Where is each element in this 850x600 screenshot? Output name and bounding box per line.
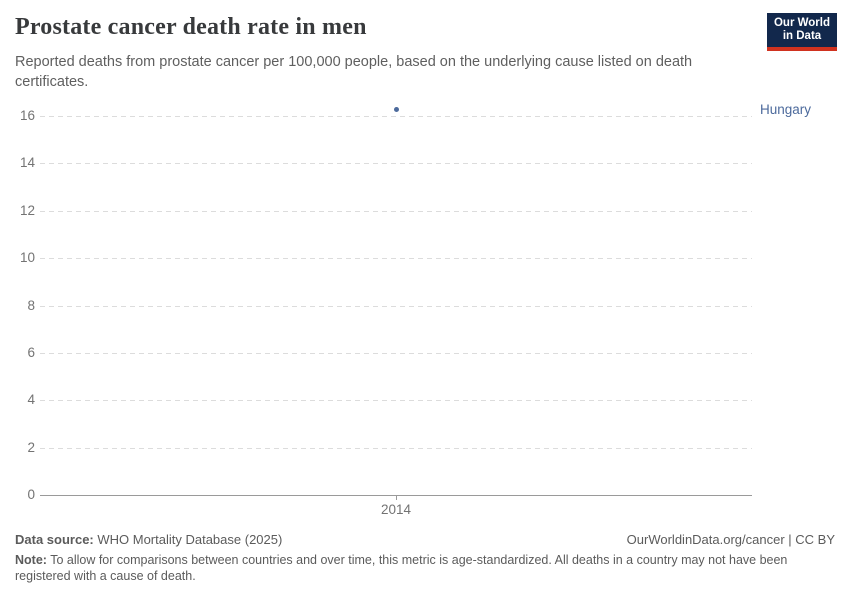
data-source-text: Data source: WHO Mortality Database (202… (15, 532, 282, 547)
data-point-hungary-2014[interactable] (394, 107, 399, 112)
ytick-label-12: 12 (19, 203, 35, 218)
ytick-label-16: 16 (19, 108, 35, 123)
note-text: To allow for comparisons between countri… (15, 553, 788, 583)
ytick-label-4: 4 (27, 392, 35, 407)
ytick-label-2: 2 (27, 440, 35, 455)
gridline-y14 (40, 163, 752, 164)
gridline-y6 (40, 353, 752, 354)
gridline-y10 (40, 258, 752, 259)
gridline-y4 (40, 400, 752, 401)
footer-note: Note: To allow for comparisons between c… (15, 553, 815, 584)
gridline-y8 (40, 306, 752, 307)
owid-logo[interactable]: Our World in Data (767, 13, 837, 51)
chart-subtitle: Reported deaths from prostate cancer per… (15, 54, 693, 90)
ytick-label-10: 10 (19, 250, 35, 265)
gridline-y16 (40, 116, 752, 117)
xtick-label-2014: 2014 (380, 502, 412, 517)
ytick-label-14: 14 (19, 155, 35, 170)
ytick-label-8: 8 (27, 298, 35, 313)
footer-row: Data source: WHO Mortality Database (202… (15, 532, 835, 547)
ytick-label-0: 0 (27, 487, 35, 502)
entity-label-hungary[interactable]: Hungary (760, 102, 812, 117)
note-label: Note: (15, 553, 47, 567)
attribution-link[interactable]: OurWorldinData.org/cancer | CC BY (626, 532, 835, 547)
owid-logo-line2: in Data (782, 30, 822, 42)
data-source-value: WHO Mortality Database (2025) (93, 532, 283, 547)
owid-logo-line1: Our World (773, 17, 830, 29)
data-source-label: Data source: (15, 532, 94, 547)
page-title: Prostate cancer death rate in men (15, 14, 367, 40)
ytick-label-6: 6 (27, 345, 35, 360)
gridline-y12 (40, 211, 752, 212)
gridline-y2 (40, 448, 752, 449)
xtick-mark-2014 (396, 495, 397, 500)
